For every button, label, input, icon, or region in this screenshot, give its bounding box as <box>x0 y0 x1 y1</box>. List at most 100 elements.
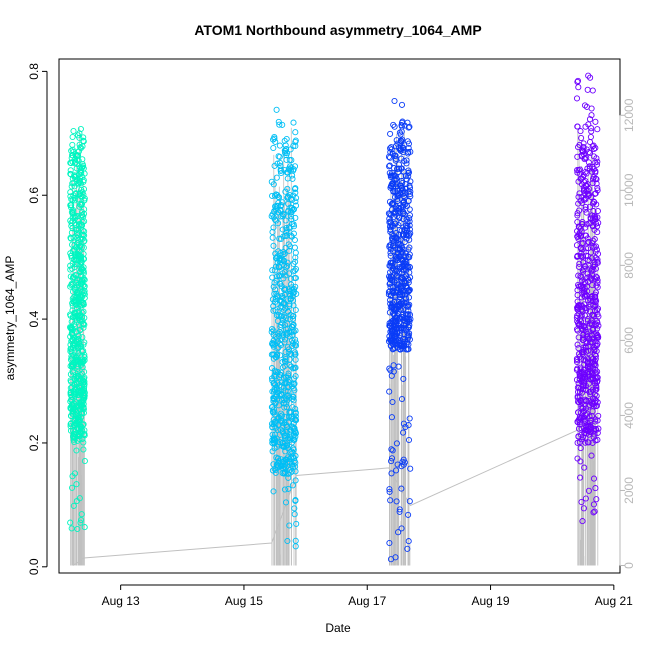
data-point <box>594 126 601 133</box>
data-point <box>74 525 81 533</box>
data-point <box>68 363 76 370</box>
data-point <box>405 511 412 518</box>
data-point <box>68 183 75 190</box>
data-point <box>591 358 598 365</box>
data-point <box>81 351 88 358</box>
data-point <box>68 204 75 211</box>
data-point <box>73 374 80 382</box>
data-point <box>73 226 80 233</box>
data-point <box>574 341 581 348</box>
data-point <box>68 348 75 355</box>
data-point <box>75 253 82 260</box>
data-point <box>78 222 85 229</box>
data-point <box>405 538 412 545</box>
data-point <box>575 200 582 207</box>
data-point <box>574 393 581 400</box>
data-point <box>69 225 76 232</box>
data-point <box>400 375 407 382</box>
data-point <box>81 383 88 390</box>
data-point <box>594 417 601 424</box>
data-point <box>400 210 407 217</box>
data-point <box>574 167 581 174</box>
data-point <box>285 372 292 379</box>
data-point <box>573 314 580 321</box>
data-point <box>292 364 299 371</box>
data-point <box>282 272 289 279</box>
data-point <box>397 282 404 289</box>
data-point <box>276 142 283 149</box>
data-point <box>70 436 77 443</box>
data-point <box>280 331 287 339</box>
data-point <box>292 497 299 504</box>
data-point <box>388 446 395 453</box>
data-point <box>80 400 87 408</box>
data-point <box>584 274 591 281</box>
data-point <box>580 196 587 203</box>
y-tick-label: 0.6 <box>27 187 41 204</box>
data-point <box>292 274 299 282</box>
data-point <box>67 356 75 363</box>
data-point <box>292 351 299 358</box>
data-point <box>407 230 414 237</box>
data-point <box>406 415 413 422</box>
data-point <box>291 244 298 251</box>
y-tick-label: 0.4 <box>27 310 41 327</box>
data-point <box>390 213 398 220</box>
data-point <box>75 360 82 367</box>
data-point <box>591 351 598 358</box>
data-point <box>389 333 396 340</box>
data-point <box>588 112 595 119</box>
data-point <box>287 167 294 174</box>
data-point <box>574 77 582 84</box>
data-point <box>585 365 592 372</box>
data-point <box>594 207 601 215</box>
data-point <box>292 129 299 136</box>
data-point <box>272 286 279 293</box>
data-point <box>284 194 291 201</box>
data-point <box>289 207 296 214</box>
data-point <box>585 159 592 166</box>
data-point <box>401 258 408 265</box>
data-point <box>404 138 411 145</box>
data-point <box>272 381 279 388</box>
data-point <box>584 333 591 340</box>
data-point <box>387 246 394 253</box>
data-point <box>405 346 412 353</box>
data-point <box>276 159 284 166</box>
data-point <box>594 429 601 436</box>
data-point <box>81 354 88 361</box>
data-point <box>283 135 290 143</box>
data-point <box>69 302 76 309</box>
count-line-layer <box>70 127 599 566</box>
data-point <box>283 224 290 232</box>
y2-tick-label: 6000 <box>622 327 636 354</box>
data-point <box>406 286 413 293</box>
data-point <box>575 433 582 440</box>
data-point <box>286 301 293 308</box>
data-point <box>69 473 76 480</box>
data-point <box>79 435 86 442</box>
data-point <box>79 208 86 216</box>
data-point <box>273 106 280 113</box>
data-point <box>69 214 76 221</box>
data-point <box>291 163 299 170</box>
data-point <box>579 518 586 525</box>
data-point <box>73 447 80 454</box>
data-point <box>387 269 394 276</box>
data-point <box>280 399 287 406</box>
data-point <box>285 392 292 399</box>
data-point <box>588 416 595 424</box>
data-point <box>575 425 583 432</box>
data-point <box>398 485 405 492</box>
data-point <box>577 415 584 422</box>
data-point <box>285 346 292 353</box>
data-point <box>288 448 295 455</box>
data-point <box>590 434 597 441</box>
data-point <box>396 342 404 349</box>
data-point <box>78 516 85 524</box>
data-point <box>590 153 597 160</box>
data-point <box>73 415 80 422</box>
data-point <box>390 301 397 308</box>
data-point <box>581 312 588 319</box>
data-point <box>75 181 82 188</box>
